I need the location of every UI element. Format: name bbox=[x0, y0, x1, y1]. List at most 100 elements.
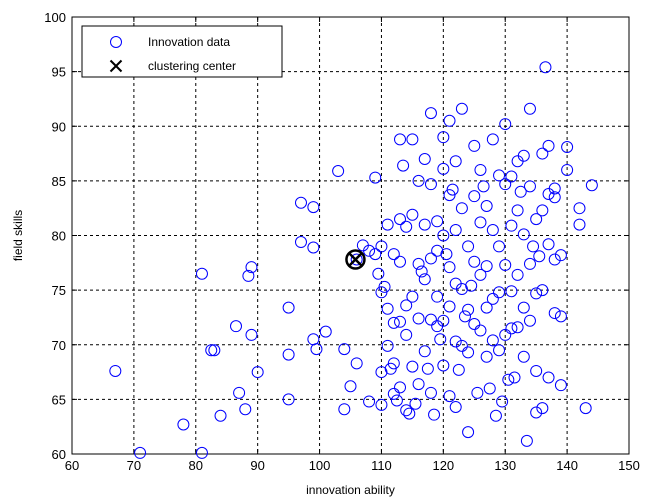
data-point bbox=[585, 179, 598, 192]
data-point bbox=[230, 320, 243, 333]
data-point bbox=[523, 180, 536, 193]
data-point bbox=[307, 241, 320, 254]
data-point bbox=[437, 131, 450, 144]
data-point bbox=[406, 208, 419, 221]
data-point bbox=[431, 290, 444, 303]
data-point bbox=[536, 402, 549, 415]
data-point bbox=[468, 317, 481, 330]
data-point bbox=[458, 310, 471, 323]
axis-ticks: 60 70 80 90 100 110 120 130 140 150 60 65 70 75 80 85 90… bbox=[44, 10, 640, 473]
data-point bbox=[474, 216, 487, 229]
data-point bbox=[369, 248, 382, 261]
data-point bbox=[424, 313, 437, 326]
data-point bbox=[523, 314, 536, 327]
data-point bbox=[282, 348, 295, 361]
data-point bbox=[428, 408, 441, 421]
data-point bbox=[508, 371, 521, 384]
data-point bbox=[245, 328, 258, 341]
data-point bbox=[412, 174, 425, 187]
data-point bbox=[530, 287, 543, 300]
data-point bbox=[530, 213, 543, 226]
data-point bbox=[499, 118, 512, 131]
data-point bbox=[387, 248, 400, 261]
data-point bbox=[483, 382, 496, 395]
y-axis-label: field skills bbox=[11, 210, 25, 261]
data-point bbox=[338, 403, 351, 416]
data-point bbox=[573, 202, 586, 215]
data-point bbox=[282, 393, 295, 406]
legend-box bbox=[81, 25, 283, 78]
data-point bbox=[486, 133, 499, 146]
data-point bbox=[418, 345, 431, 358]
data-point bbox=[542, 371, 555, 384]
center-cross-line bbox=[348, 252, 363, 267]
data-point bbox=[530, 406, 543, 419]
data-point bbox=[554, 249, 567, 262]
data-point bbox=[294, 236, 307, 249]
data-point bbox=[455, 102, 468, 115]
y-tick-label: 60 bbox=[52, 447, 66, 462]
data-point bbox=[431, 215, 444, 228]
data-point bbox=[486, 292, 499, 305]
data-point bbox=[548, 253, 561, 266]
data-point bbox=[486, 334, 499, 347]
data-point bbox=[440, 248, 453, 261]
data-point bbox=[542, 139, 555, 152]
data-point bbox=[418, 273, 431, 286]
data-point bbox=[548, 182, 561, 195]
data-point bbox=[462, 240, 475, 253]
data-point bbox=[539, 61, 552, 74]
grid bbox=[72, 17, 629, 454]
data-point bbox=[554, 379, 567, 392]
data-point bbox=[424, 386, 437, 399]
data-point bbox=[109, 364, 122, 377]
data-point bbox=[424, 178, 437, 191]
data-point bbox=[523, 257, 536, 270]
data-point bbox=[499, 258, 512, 271]
data-point bbox=[474, 324, 487, 337]
y-tick-label: 75 bbox=[52, 283, 66, 298]
data-point bbox=[350, 357, 363, 370]
data-point bbox=[387, 357, 400, 370]
x-axis-label: innovation ability bbox=[306, 483, 395, 497]
data-point bbox=[381, 339, 394, 352]
data-point bbox=[400, 328, 413, 341]
data-point bbox=[394, 381, 407, 394]
data-point bbox=[493, 344, 506, 357]
data-point bbox=[561, 163, 574, 176]
clustering-center-marker bbox=[345, 249, 366, 270]
data-point bbox=[344, 380, 357, 393]
y-tick-label: 80 bbox=[52, 229, 66, 244]
data-point bbox=[536, 284, 549, 297]
data-point bbox=[400, 404, 413, 417]
data-point bbox=[418, 218, 431, 231]
data-point bbox=[561, 141, 574, 154]
data-point bbox=[489, 409, 502, 422]
x-tick-label: 120 bbox=[432, 458, 454, 473]
data-point bbox=[511, 204, 524, 217]
data-point bbox=[282, 301, 295, 314]
data-point bbox=[372, 267, 385, 280]
data-point bbox=[409, 397, 422, 410]
data-point bbox=[338, 343, 351, 356]
data-point bbox=[424, 252, 437, 265]
data-point bbox=[548, 191, 561, 204]
data-point bbox=[465, 279, 478, 292]
data-point bbox=[214, 409, 227, 422]
data-point bbox=[437, 162, 450, 175]
data-point bbox=[530, 364, 543, 377]
data-point bbox=[381, 302, 394, 315]
data-point bbox=[397, 159, 410, 172]
data-point bbox=[462, 303, 475, 316]
data-point bbox=[239, 403, 252, 416]
center-circle bbox=[345, 249, 366, 270]
data-point bbox=[406, 133, 419, 146]
data-point bbox=[480, 200, 493, 213]
data-point bbox=[394, 315, 407, 328]
data-point bbox=[394, 255, 407, 268]
data-point bbox=[443, 390, 456, 403]
data-point bbox=[480, 301, 493, 314]
data-point bbox=[499, 328, 512, 341]
data-point bbox=[502, 373, 515, 386]
